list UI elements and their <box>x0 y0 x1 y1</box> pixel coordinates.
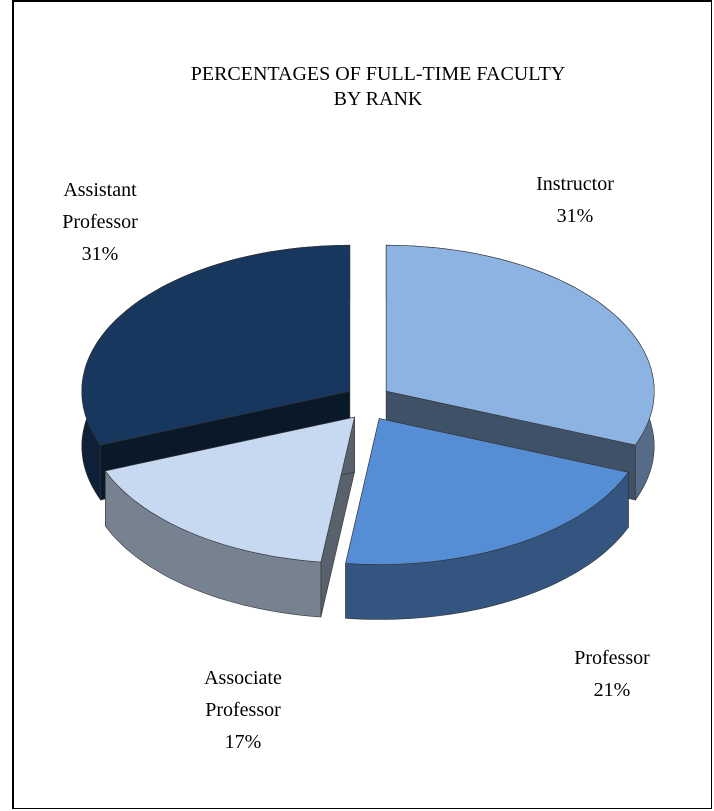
value-label: 31% <box>81 243 119 265</box>
value-label: 21% <box>593 679 631 701</box>
data-label: Instructor 31% <box>510 168 640 232</box>
category-label: Assistant Professor <box>62 179 138 233</box>
value-label: 17% <box>224 731 262 753</box>
chart-title: PERCENTAGES OF FULL-TIME FACULTY BY RANK <box>190 63 566 110</box>
value-label: 31% <box>556 205 594 227</box>
category-label: Associate Professor <box>204 667 282 721</box>
data-label: Associate Professor 17% <box>178 662 308 758</box>
data-label: Professor 21% <box>547 642 677 706</box>
slice <box>345 418 629 565</box>
chart-frame <box>12 0 712 809</box>
slice <box>385 244 655 446</box>
category-label: Instructor <box>536 173 614 195</box>
data-label: Assistant Professor 31% <box>35 174 165 270</box>
slice <box>104 416 355 563</box>
category-label: Professor <box>574 647 650 669</box>
slice <box>81 244 351 446</box>
